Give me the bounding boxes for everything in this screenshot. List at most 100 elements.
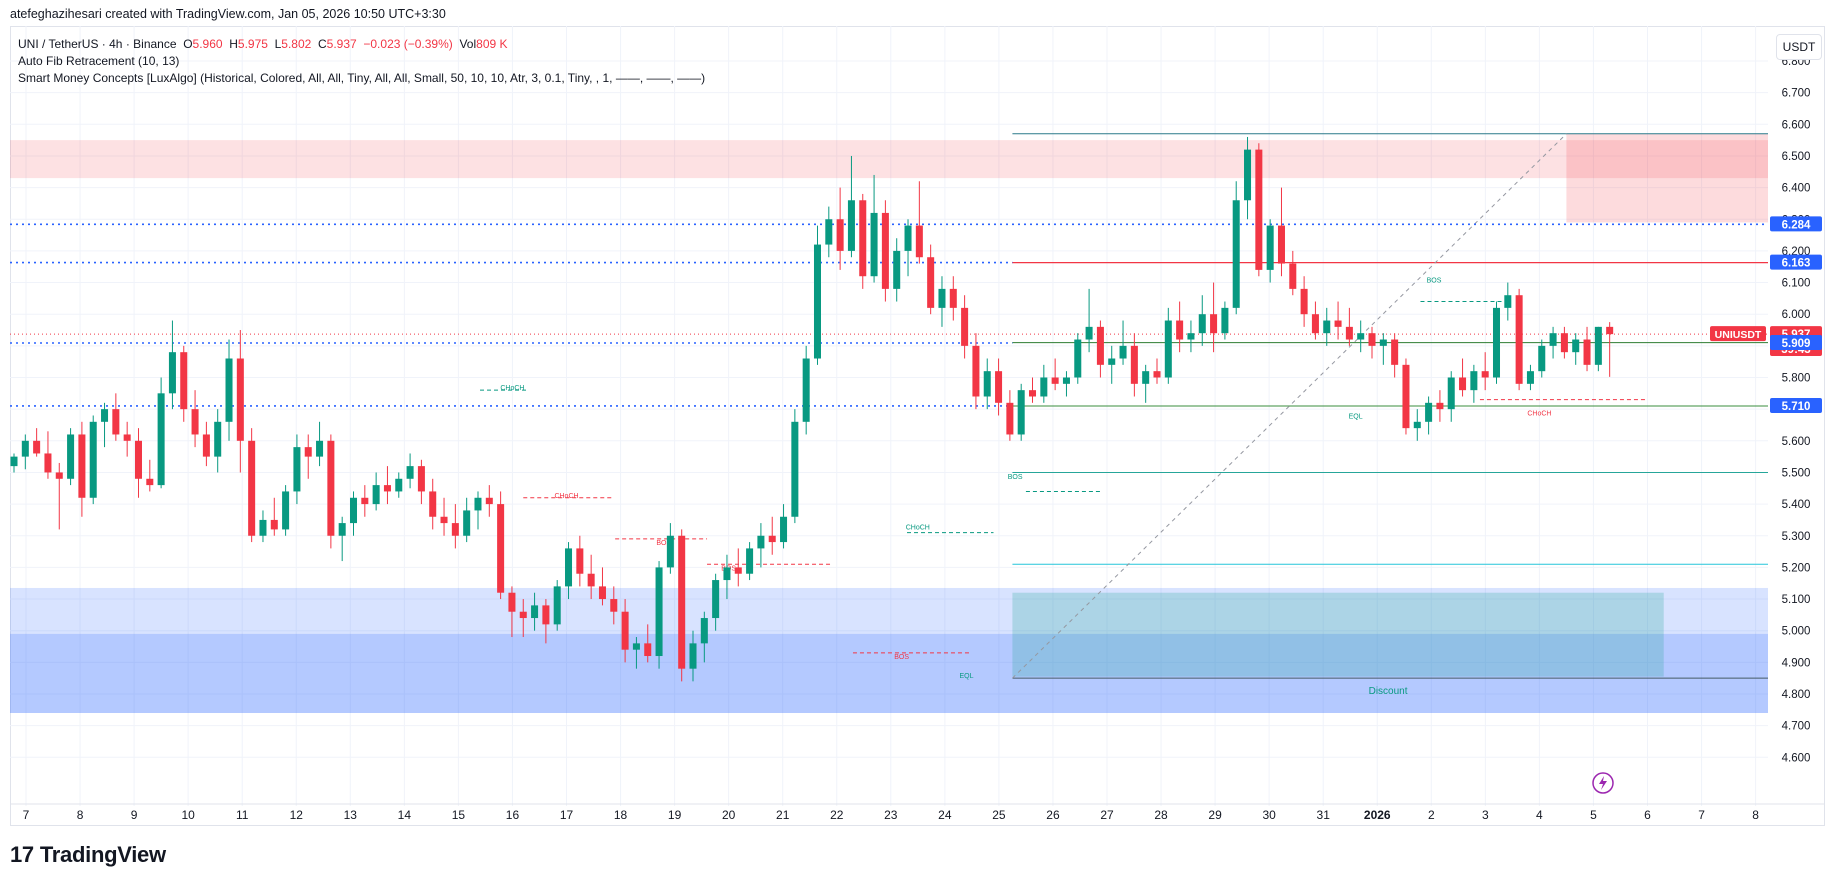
candle-body (1300, 288, 1308, 315)
candle-body (780, 516, 788, 543)
candle (689, 630, 697, 682)
candle (723, 554, 731, 600)
smc-zones: Discount (10, 133, 1768, 713)
candle (1334, 301, 1342, 340)
candle (1492, 301, 1501, 384)
candle-body (1108, 358, 1116, 365)
currency-button[interactable]: USDT (1776, 34, 1822, 60)
candle-body (768, 535, 776, 543)
candle (282, 485, 290, 536)
price-tick-label: 4.800 (1782, 689, 1811, 701)
candle-body (101, 409, 109, 422)
candle (587, 554, 595, 600)
brand[interactable]: 17 TradingView (10, 842, 166, 868)
indicator-smc[interactable]: Smart Money Concepts [LuxAlgo] (Historic… (18, 71, 706, 85)
candle-body (644, 643, 652, 657)
candle-body (565, 548, 573, 587)
candle-body (1379, 339, 1387, 346)
lightning-icon-glyph (1599, 776, 1607, 790)
price-tick-label: 5.400 (1782, 499, 1811, 511)
tradingview-logo-icon: 17 (10, 842, 34, 867)
candle-body (938, 288, 946, 308)
candle (1040, 364, 1048, 403)
candle (485, 485, 493, 517)
candle-body (1515, 295, 1523, 384)
candle-body (802, 358, 810, 422)
candle-body (542, 605, 550, 625)
candle (180, 345, 188, 422)
time-tick-label: 2026 (1364, 808, 1391, 822)
smc-label: CHoCH (1527, 410, 1551, 417)
candle-body (904, 225, 912, 251)
candle-body (214, 421, 222, 457)
time-tick-label: 12 (290, 808, 304, 822)
price-tick-label: 5.000 (1782, 626, 1811, 638)
candle (904, 219, 912, 277)
candle-body (78, 434, 86, 498)
candle (1606, 322, 1614, 377)
price-badge-4 (1770, 335, 1822, 351)
candle (802, 345, 810, 435)
candle (1560, 326, 1568, 359)
candle-body (157, 393, 165, 486)
candle-body (1130, 345, 1138, 384)
candle (1187, 320, 1195, 353)
candle-body (316, 440, 324, 457)
candle-body (1244, 149, 1252, 201)
candle (259, 510, 267, 543)
indicator-fib[interactable]: Auto Fib Retracement (10, 13) (18, 54, 180, 68)
candle-body (700, 618, 708, 644)
candle-body (225, 358, 233, 422)
price-badge-0 (1770, 216, 1822, 232)
candle (316, 421, 324, 467)
candle-body (723, 567, 731, 581)
candle (146, 459, 154, 492)
demand-zone-inner (10, 633, 1768, 713)
time-tick-label: 27 (1100, 808, 1114, 822)
smc-label: EQL (959, 673, 973, 680)
candle-body (1391, 339, 1399, 365)
time-tick-label: 24 (938, 808, 952, 822)
candle-body (1447, 377, 1455, 410)
candle (1096, 320, 1104, 378)
candle-body (1345, 326, 1353, 340)
supply-zone (10, 140, 1768, 179)
candle-body (508, 592, 516, 612)
price-tick-label: 5.500 (1782, 467, 1811, 479)
change-value: −0.023 (−0.39%) (363, 37, 453, 51)
candle (361, 485, 369, 517)
candle-body (406, 466, 414, 479)
candle (927, 244, 935, 315)
candle-body (983, 371, 991, 397)
close-label: C (318, 37, 327, 51)
time-tick-label: 18 (614, 808, 628, 822)
candle-body (395, 478, 403, 492)
candle (995, 358, 1003, 416)
candle (893, 238, 901, 302)
candle (1277, 187, 1285, 277)
candle-body (67, 434, 75, 479)
smc-label: BOS (1008, 474, 1023, 481)
price-tick-label: 4.600 (1782, 752, 1811, 764)
candle (1051, 358, 1059, 391)
price-tick-label: 6.500 (1782, 151, 1811, 163)
smc-label: CHoCH (554, 493, 578, 500)
demand-zone (10, 587, 1768, 713)
candle-body (655, 567, 663, 657)
symbol-label[interactable]: UNI / TetherUS · 4h · Binance (18, 37, 177, 51)
candle-body (1425, 402, 1433, 422)
candle (870, 174, 878, 283)
price-badge-1 (1770, 254, 1822, 270)
candle-body (1221, 307, 1229, 334)
candle-body (1164, 320, 1172, 378)
candle (440, 497, 448, 536)
candle-body (610, 599, 618, 612)
candle (1255, 143, 1263, 277)
time-tick-label: 5 (1590, 808, 1597, 822)
fib-trend-line (1012, 133, 1567, 679)
time-tick-label: 3 (1482, 808, 1489, 822)
candle (1108, 345, 1116, 384)
candle (1006, 390, 1014, 441)
candle-body (1289, 263, 1297, 289)
